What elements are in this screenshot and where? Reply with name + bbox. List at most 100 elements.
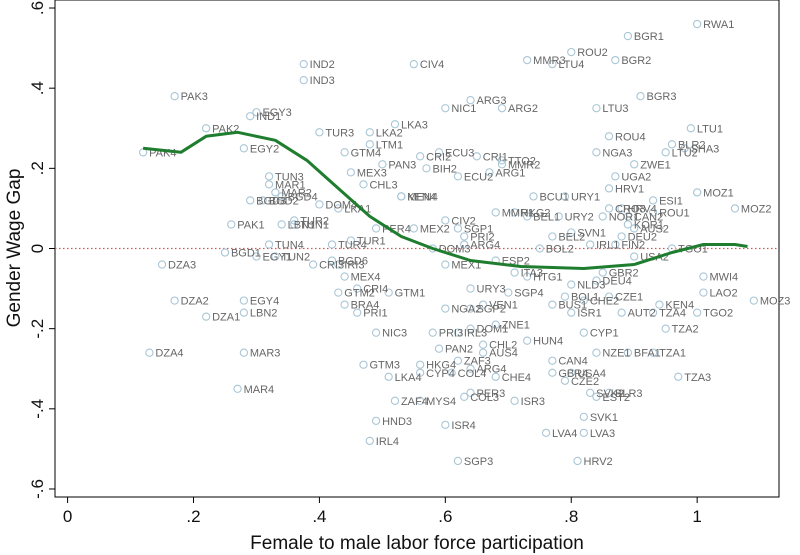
point-label: IRI3 (344, 260, 364, 272)
scatter-point (623, 31, 633, 41)
scatter-point (560, 292, 570, 301)
scatter-point (327, 240, 337, 249)
point-label: ZWE1 (640, 159, 671, 171)
point-label: IRL4 (376, 436, 399, 448)
point-label: URY3 (477, 284, 506, 296)
point-label: ZNE1 (502, 320, 530, 332)
point-label: CRI4 (363, 284, 388, 296)
scatter-point (617, 204, 626, 213)
point-label: SHA3 (691, 143, 720, 155)
point-label: BLR3 (615, 388, 643, 400)
scatter-point (384, 288, 393, 297)
point-label: TUN1 (300, 219, 329, 231)
point-label: DOM1 (477, 324, 509, 336)
point-label: CRI2 (426, 151, 451, 163)
point-label: BGR1 (634, 31, 664, 43)
scatter-point (246, 112, 255, 121)
scatter-point (592, 348, 601, 357)
scatter-point (441, 104, 450, 113)
scatter-point (346, 236, 356, 245)
point-label: LKA3 (401, 119, 428, 131)
scatter-point (598, 268, 607, 277)
point-label: MOZ1 (703, 187, 734, 199)
point-label: AUS2 (640, 223, 669, 235)
point-label: COL3 (470, 392, 499, 404)
scatter-point (384, 372, 393, 381)
scatter-point (592, 276, 601, 285)
scatter-point (680, 144, 689, 153)
point-label: MYS4 (426, 396, 456, 408)
point-label: HUN4 (533, 336, 563, 348)
point-label: LKA2 (376, 127, 403, 139)
scatter-point (604, 132, 614, 141)
scatter-point (290, 220, 299, 229)
scatter-point (630, 252, 639, 261)
scatter-point (693, 188, 702, 197)
point-label: LKA4 (395, 372, 422, 384)
point-label: EGY3 (262, 107, 291, 119)
scatter-point (415, 396, 425, 405)
scatter-point (749, 296, 758, 305)
point-label: CZE2 (571, 376, 599, 388)
scatter-point (579, 296, 588, 305)
scatter-point (497, 160, 507, 169)
point-label: BIH2 (432, 163, 456, 175)
scatter-point (271, 188, 280, 197)
point-label: ECU3 (445, 147, 474, 159)
scatter-point (491, 320, 500, 329)
point-label: HRV1 (615, 183, 644, 195)
scatter-point (661, 148, 670, 157)
scatter-point (371, 416, 381, 425)
marker-layer (138, 19, 758, 466)
scatter-point (699, 288, 708, 297)
scatter-point (315, 200, 324, 209)
scatter-point (523, 212, 532, 221)
scatter-point (453, 224, 463, 233)
point-label: GTM3 (369, 360, 400, 372)
point-label: MMR3 (533, 55, 565, 67)
scatter-point (170, 92, 179, 101)
scatter-point (466, 284, 475, 293)
point-label: DEU2 (628, 231, 657, 243)
scatter-point (246, 196, 255, 205)
scatter-point (201, 124, 211, 133)
point-label: GTM4 (351, 147, 382, 159)
scatter-point (453, 456, 463, 466)
point-label: EGY4 (250, 296, 279, 308)
scatter-point (353, 284, 362, 293)
scatter-point (661, 324, 670, 333)
scatter-point (409, 59, 419, 69)
y-tick-label: .2 (28, 161, 47, 175)
scatter-point (460, 392, 469, 401)
scatter-point (548, 368, 557, 377)
x-tick-label: 1 (692, 507, 701, 526)
scatter-point (170, 296, 179, 305)
scatter-point (201, 312, 211, 321)
point-label: MMR2 (508, 159, 540, 171)
scatter-point (239, 348, 249, 357)
point-label: TZA1 (659, 348, 686, 360)
point-label: CAN2 (634, 211, 663, 223)
scatter-point (346, 168, 356, 177)
point-label: TUR2 (300, 215, 329, 227)
point-label: ARG1 (495, 167, 525, 179)
scatter-point (648, 308, 658, 317)
point-label: EGY2 (250, 143, 279, 155)
point-label: NIC1 (451, 103, 476, 115)
scatter-point (560, 376, 570, 385)
point-label: TTO2 (508, 155, 536, 167)
point-label: USA4 (577, 368, 606, 380)
scatter-point (390, 120, 400, 129)
scatter-point (730, 204, 740, 213)
scatter-point (271, 252, 280, 261)
scatter-point (239, 144, 249, 153)
scatter-point (441, 304, 450, 313)
scatter-point (264, 172, 274, 181)
point-label: PAK1 (237, 219, 264, 231)
scatter-point (365, 128, 374, 137)
point-label: IRL3 (464, 328, 487, 340)
point-label: TUR3 (325, 127, 354, 139)
scatter-point (466, 364, 475, 373)
scatter-point (604, 184, 614, 193)
